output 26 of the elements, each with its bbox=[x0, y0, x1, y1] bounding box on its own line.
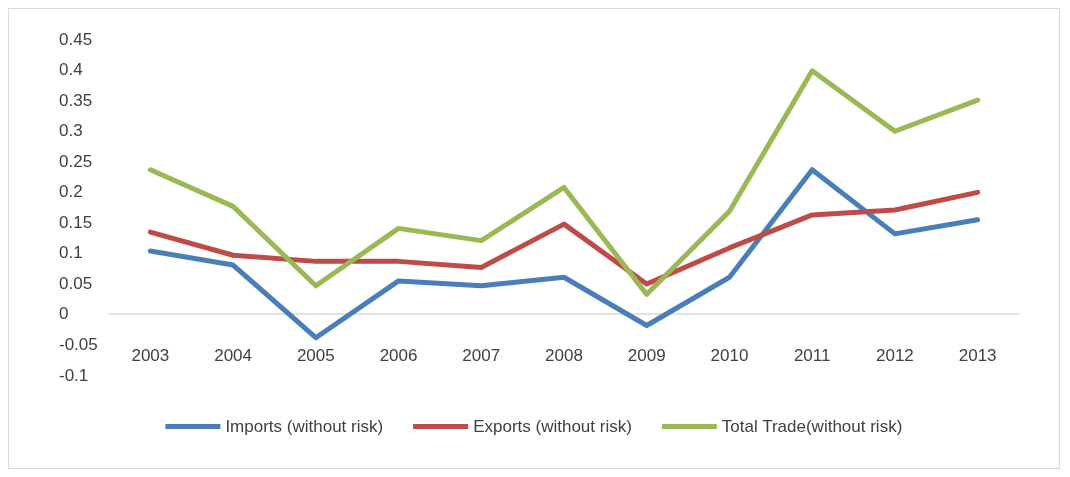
y-tick-label: 0.15 bbox=[59, 212, 93, 232]
x-tick-label: 2008 bbox=[545, 346, 583, 365]
y-tick-label: 0.3 bbox=[59, 121, 83, 141]
y-tick-label: 0.1 bbox=[59, 243, 83, 263]
x-tick-label: 2010 bbox=[710, 346, 749, 365]
y-tick-label: 0.45 bbox=[59, 29, 93, 49]
x-tick-label: 2012 bbox=[876, 346, 914, 365]
x-tick-label: 2007 bbox=[462, 346, 501, 365]
x-tick-label: 2004 bbox=[214, 346, 252, 365]
y-tick-label: -0.1 bbox=[59, 365, 89, 385]
x-tick-label: 2003 bbox=[131, 346, 170, 365]
y-tick-label: 0.05 bbox=[59, 273, 93, 293]
x-tick-label: 2006 bbox=[379, 346, 418, 365]
y-tick-label: 0.2 bbox=[59, 182, 83, 202]
legend-label: Exports (without risk) bbox=[473, 417, 632, 436]
y-tick-label: 0.25 bbox=[59, 151, 93, 171]
y-tick-label: 0.4 bbox=[59, 60, 83, 80]
x-tick-label: 2009 bbox=[627, 346, 666, 365]
y-tick-label: 0 bbox=[59, 304, 69, 324]
x-tick-label: 2011 bbox=[793, 346, 831, 365]
legend-label: Imports (without risk) bbox=[225, 417, 384, 436]
legend-label: Total Trade(without risk) bbox=[721, 417, 903, 436]
y-tick-label: -0.05 bbox=[59, 334, 98, 354]
y-tick-label: 0.35 bbox=[59, 90, 93, 110]
x-tick-label: 2005 bbox=[296, 346, 335, 365]
x-tick-label: 2013 bbox=[958, 346, 997, 365]
